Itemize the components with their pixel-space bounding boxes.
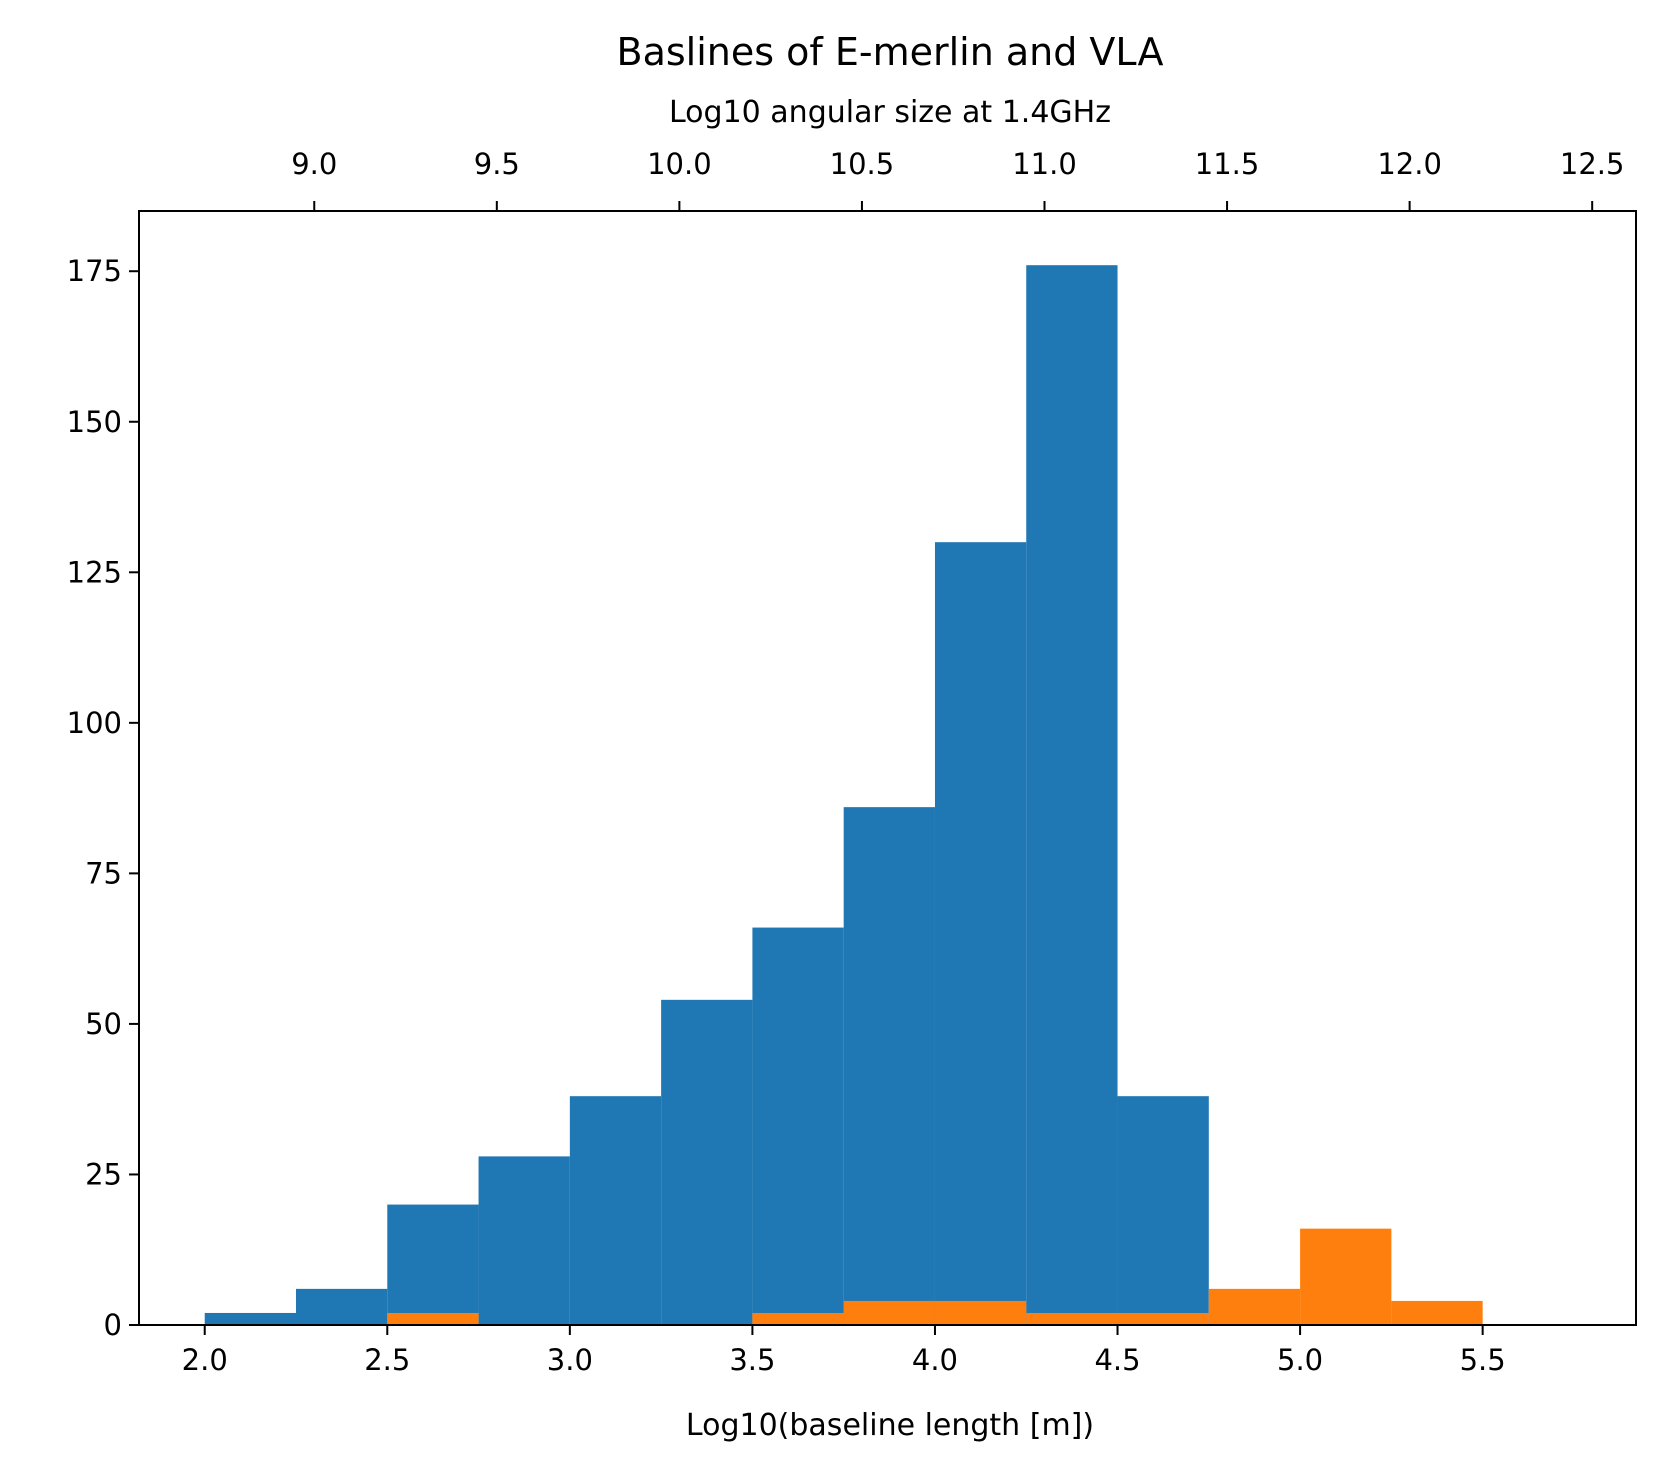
y-tick-label: 100 [67, 706, 122, 740]
histogram-bar-series-2-bin-1 [387, 1312, 479, 1325]
plot-frame [138, 210, 1637, 1326]
bars-layer [204, 265, 1483, 1325]
top-tick-label: 11.5 [1195, 147, 1260, 181]
x-axis-title: Log10(baseline length [m]) [686, 1408, 1094, 1443]
chart-title: Baslines of E-merlin and VLA [617, 30, 1164, 74]
y-tick-label: 25 [85, 1157, 122, 1191]
x-tick-label: 4.5 [1094, 1343, 1140, 1377]
histogram-bar-series-2-bin-8 [1300, 1228, 1392, 1325]
y-tick-label: 125 [67, 555, 122, 589]
x-tick-label: 2.0 [182, 1343, 228, 1377]
histogram-bar-series-2-bin-6 [1117, 1312, 1209, 1325]
histogram-bar-series-2-bin-2 [752, 1312, 844, 1325]
histogram-bar-series-2-bin-3 [843, 1300, 935, 1325]
top-tick-label: 9.0 [291, 147, 337, 181]
y-tick-label: 0 [104, 1308, 122, 1342]
histogram-bar-series-1-bin-5 [569, 1096, 662, 1325]
histogram-bar-series-1-bin-9 [934, 542, 1027, 1325]
y-tick-label: 175 [67, 254, 122, 288]
top-axis-title: Log10 angular size at 1.4GHz [669, 95, 1111, 130]
histogram-bar-series-1-bin-7 [752, 927, 844, 1325]
ticks-layer: 2.0 2.5 3.0 3.5 4.0 4.5 5.0 5.5 0 25 50 75 100 125 150… [67, 147, 1625, 1377]
top-tick-label: 11.0 [1012, 147, 1077, 181]
top-tick-label: 10.5 [830, 147, 895, 181]
histogram-bar-series-1-bin-10 [1026, 265, 1118, 1325]
top-tick-label: 12.0 [1377, 147, 1442, 181]
y-tick-label: 150 [67, 405, 122, 439]
histogram-bar-series-1-bin-11 [1117, 1096, 1209, 1325]
histogram-bar-series-2-bin-5 [1026, 1312, 1118, 1325]
histogram-bar-series-2-bin-9 [1391, 1300, 1483, 1325]
x-tick-label: 4.0 [912, 1343, 958, 1377]
x-tick-label: 2.5 [364, 1343, 410, 1377]
y-tick-label: 75 [85, 856, 122, 890]
x-tick-label: 3.5 [729, 1343, 775, 1377]
histogram-bar-series-2-bin-4 [934, 1300, 1027, 1325]
y-tick-label: 50 [85, 1007, 122, 1041]
histogram-bar-series-1-bin-6 [661, 999, 753, 1325]
x-tick-label: 3.0 [547, 1343, 593, 1377]
histogram-bar-series-1-bin-8 [843, 807, 935, 1325]
histogram-bar-series-2-bin-7 [1208, 1288, 1301, 1325]
histogram-bar-series-1-bin-1 [204, 1312, 297, 1325]
histogram-bar-series-1-bin-2 [296, 1288, 388, 1325]
x-tick-label: 5.0 [1277, 1343, 1323, 1377]
x-tick-label: 5.5 [1460, 1343, 1506, 1377]
top-tick-label: 10.0 [647, 147, 712, 181]
top-tick-label: 12.5 [1560, 147, 1625, 181]
histogram-bar-series-1-bin-4 [478, 1156, 570, 1325]
top-tick-label: 9.5 [474, 147, 520, 181]
histogram-bar-series-1-bin-3 [387, 1204, 479, 1325]
